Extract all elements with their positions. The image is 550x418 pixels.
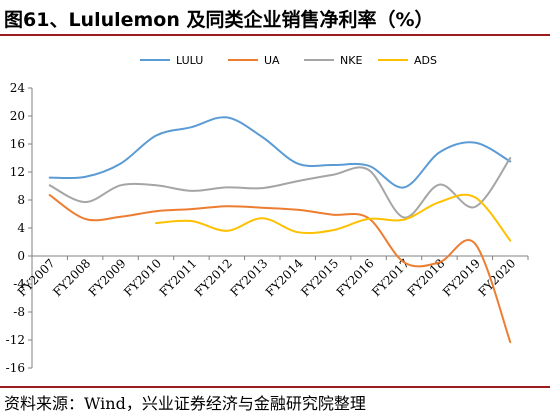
y-tick-label: -8 — [13, 305, 25, 319]
x-tick-label: FY2012 — [192, 256, 235, 299]
figure-title: 图61、Lululemon 及同类企业销售净利率（%） — [4, 9, 434, 31]
x-tick-label: FY2010 — [121, 256, 164, 299]
chart-legend: LULU UA NKE ADS — [140, 54, 437, 67]
x-tick-label: FY2015 — [298, 256, 341, 299]
y-tick-label: 4 — [17, 221, 25, 235]
x-tick-label: FY2019 — [440, 256, 483, 299]
y-tick-label: -16 — [6, 361, 25, 375]
source-note: 资料来源：Wind，兴业证券经济与金融研究院整理 — [4, 394, 366, 413]
legend-label-lulu: LULU — [176, 54, 203, 67]
title-divider — [0, 34, 550, 36]
y-tick-label: -12 — [6, 333, 25, 347]
legend-label-nke: NKE — [340, 54, 362, 67]
x-tick-label: FY2020 — [475, 256, 518, 299]
legend-label-ua: UA — [264, 54, 280, 67]
x-tick-label: FY2008 — [50, 256, 93, 299]
y-tick-label: 24 — [10, 81, 26, 95]
x-tick-label: FY2011 — [157, 256, 200, 299]
x-tick-label: FY2014 — [263, 256, 306, 299]
y-tick-label: 0 — [17, 249, 25, 263]
series-line-ads — [155, 193, 512, 242]
y-tick-label: 8 — [17, 193, 25, 207]
x-tick-label: FY2013 — [227, 256, 270, 299]
series-line-nke — [48, 157, 512, 219]
source-divider — [0, 386, 550, 388]
chart-series — [48, 116, 512, 344]
series-line-ua — [48, 194, 512, 344]
y-tick-label: 12 — [10, 165, 25, 179]
series-line-lulu — [48, 116, 512, 189]
legend-label-ads: ADS — [414, 54, 437, 67]
y-tick-label: 20 — [10, 109, 25, 123]
chart-axes: -16-12-8-404812162024FY2007FY2008FY2009F… — [6, 81, 529, 375]
x-tick-label: FY2016 — [334, 256, 377, 299]
y-tick-label: -4 — [13, 277, 25, 291]
x-tick-label: FY2009 — [86, 256, 129, 299]
y-tick-label: 16 — [10, 137, 25, 151]
